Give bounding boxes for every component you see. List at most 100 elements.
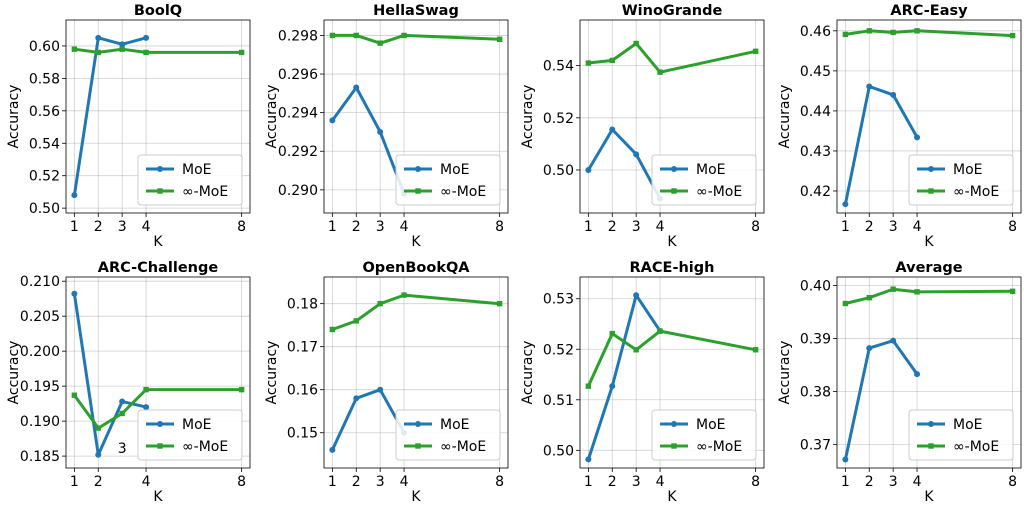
data-point-inf-moe (496, 36, 503, 42)
series-line-moe (843, 85, 919, 205)
legend: MoE ∞-MoE (137, 409, 243, 461)
y-tick-label: 0.44 (800, 104, 831, 120)
data-point-inf-moe (609, 330, 615, 337)
legend: MoE ∞-MoE (395, 409, 501, 461)
x-tick-label: 2 (94, 474, 103, 490)
data-point-moe (609, 126, 616, 133)
data-point-moe (890, 337, 897, 344)
data-point-inf-moe (71, 46, 78, 52)
y-axis-label: Accuracy (520, 341, 536, 405)
x-tick-label: 1 (841, 474, 850, 490)
x-tick-label: 3 (632, 219, 641, 235)
data-point-inf-moe (633, 347, 639, 353)
data-point-inf-moe (238, 49, 245, 56)
x-tick-label: 3 (632, 474, 641, 490)
chart-title: Average (895, 260, 962, 276)
axes-frame (65, 19, 251, 214)
x-tick-label: 2 (352, 219, 361, 235)
data-point-moe (119, 41, 126, 48)
legend-marker (415, 421, 421, 427)
series-group (842, 28, 1016, 208)
x-tick-label: 3 (889, 219, 898, 235)
legend-marker (928, 421, 934, 427)
data-point-inf-moe (401, 292, 407, 298)
data-point-inf-moe (95, 49, 101, 56)
legend: MoE ∞-MoE (908, 154, 1014, 206)
x-axis-label: K (411, 489, 421, 505)
x-tick-label: 8 (495, 219, 504, 235)
legend-marker (928, 188, 934, 194)
legend-marker (157, 188, 163, 194)
legend-marker (157, 166, 163, 172)
data-point-moe (143, 404, 150, 411)
axes-frame (836, 19, 1022, 214)
series-group (71, 34, 245, 199)
chart-title: BoolQ (134, 3, 182, 19)
y-tick-label: 0.210 (20, 274, 60, 290)
data-point-inf-moe (143, 49, 149, 56)
legend-label: MoE (953, 162, 983, 178)
legend-marker (671, 188, 677, 194)
y-tick-label: 0.190 (20, 414, 60, 430)
y-tick-label: 0.53 (543, 292, 574, 308)
x-tick-label: 4 (400, 474, 409, 490)
legend-label: MoE (182, 417, 212, 433)
x-tick-label: 4 (913, 474, 922, 490)
data-point-inf-moe (585, 383, 592, 389)
series-line-moe (586, 293, 662, 460)
y-axis-label: Accuracy (264, 85, 280, 149)
data-point-moe (353, 84, 360, 91)
x-tick-label: 3 (376, 474, 385, 490)
subplot-race-high: RACE-high 1 2 3 4 8 0.50 0.51 0.52 0.53 K Accuracy M… (520, 260, 765, 505)
y-tick-label: 0.37 (800, 438, 831, 454)
legend-label: MoE (440, 417, 470, 433)
axes-frame (65, 276, 251, 469)
legend-marker (157, 421, 163, 427)
legend-label: ∞-MoE (696, 439, 742, 455)
y-tick-label: 0.205 (20, 309, 60, 325)
chart-title: OpenBookQA (362, 260, 470, 276)
y-tick-label: 0.15 (287, 426, 318, 442)
legend: MoE ∞-MoE (137, 154, 243, 206)
y-tick-label: 0.52 (543, 111, 574, 127)
x-tick-label: 4 (656, 474, 665, 490)
y-tick-label: 0.45 (800, 64, 831, 80)
data-point-inf-moe (609, 57, 615, 64)
x-tick-label: 8 (751, 474, 760, 490)
y-tick-label: 0.50 (29, 201, 60, 217)
y-axis-label: Accuracy (6, 341, 22, 405)
data-point-inf-moe (329, 32, 336, 39)
chart-title: ARC-Easy (890, 3, 968, 19)
y-axis-label: Accuracy (777, 341, 793, 405)
data-point-moe (377, 128, 384, 135)
x-tick-label: 1 (70, 474, 79, 490)
x-tick-label: 4 (142, 219, 151, 235)
series-group (329, 32, 503, 197)
legend-marker (671, 421, 677, 427)
series-line-inf-moe (331, 293, 500, 331)
data-point-moe (633, 151, 640, 158)
subplot-arc-challenge: ARC-Challenge 1 2 4 8 3 0.185 0.190 0.195 0.200 0.… (6, 260, 251, 505)
data-point-inf-moe (657, 328, 663, 334)
data-point-moe (95, 451, 102, 458)
axes-frame (579, 276, 765, 469)
data-point-moe (633, 292, 640, 299)
x-tick-label: 2 (865, 219, 874, 235)
data-point-inf-moe (496, 300, 503, 307)
series-group (71, 290, 245, 458)
y-axis-label: Accuracy (777, 85, 793, 149)
x-tick-label: 1 (584, 474, 593, 490)
data-point-inf-moe (401, 32, 407, 39)
y-tick-label: 0.58 (29, 71, 60, 87)
axes-frame (323, 19, 509, 214)
x-axis-label: K (411, 234, 421, 250)
y-tick-label: 0.38 (800, 385, 831, 401)
data-point-moe (890, 91, 897, 98)
data-point-moe (143, 34, 150, 41)
x-tick-label: 1 (584, 219, 593, 235)
x-tick-label: 1 (328, 219, 337, 235)
x-tick-label: 1 (841, 219, 850, 235)
data-point-inf-moe (71, 392, 78, 398)
y-tick-label: 0.185 (20, 449, 60, 465)
legend-label: ∞-MoE (953, 184, 999, 200)
